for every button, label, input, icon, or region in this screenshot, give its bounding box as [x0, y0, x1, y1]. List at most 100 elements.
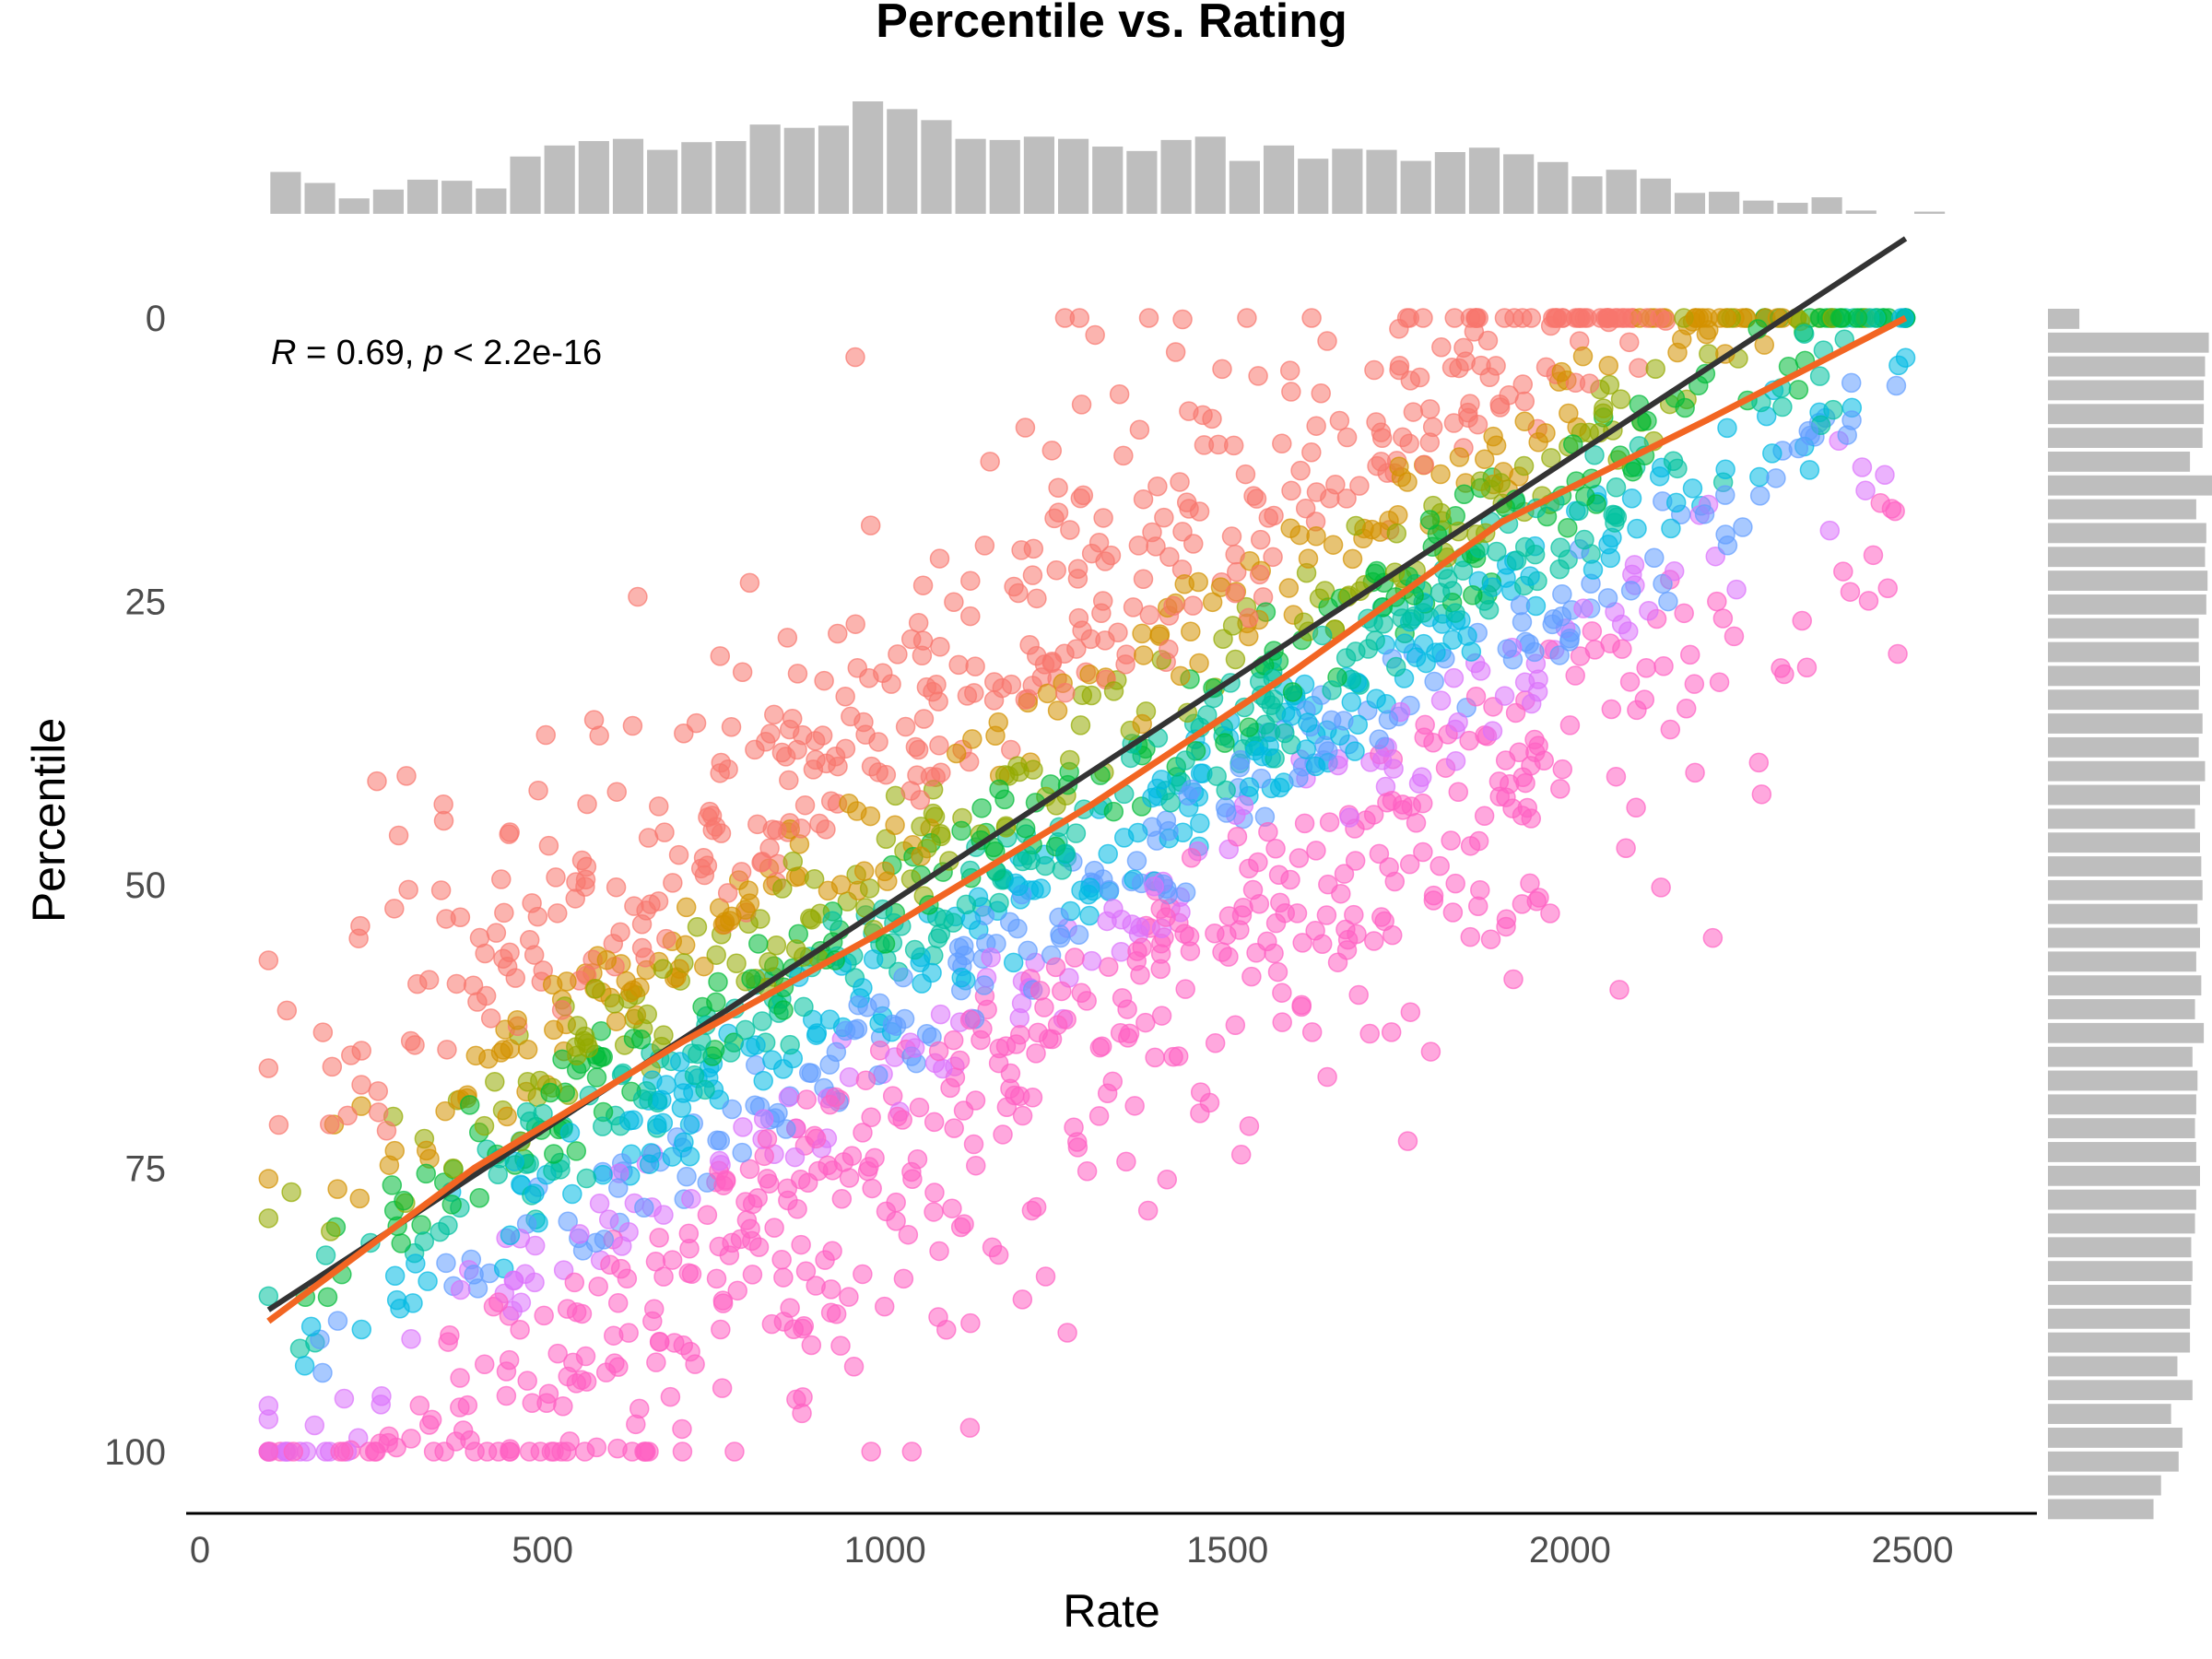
scatter-point — [646, 1352, 666, 1372]
scatter-point — [861, 1107, 881, 1128]
scatter-point — [784, 1147, 806, 1168]
scatter-point — [566, 872, 586, 892]
scatter-point — [855, 724, 876, 745]
scatter-point — [1762, 443, 1783, 464]
scatter-point — [1119, 1023, 1140, 1044]
scatter-point — [1113, 445, 1134, 466]
scatter-point — [1766, 468, 1786, 488]
scatter-point — [801, 1335, 822, 1356]
scatter-point — [709, 1150, 730, 1171]
scatter-point — [1305, 756, 1326, 777]
scatter-point — [965, 656, 985, 677]
scatter-point — [1397, 1131, 1418, 1151]
x-axis-label: Rate — [1063, 1585, 1160, 1637]
scatter-point — [1502, 798, 1523, 818]
scatter-point — [337, 1105, 358, 1126]
scatter-point — [540, 1082, 560, 1103]
p-symbol: p — [423, 334, 443, 372]
marginal-y-bar — [2048, 856, 2202, 877]
scatter-point — [1788, 438, 1809, 459]
scatter-point — [1751, 784, 1772, 805]
scatter-point — [1497, 639, 1518, 659]
scatter-point — [1095, 551, 1115, 571]
scatter-point — [1389, 456, 1409, 477]
marginal-y-bar — [2048, 1022, 2205, 1043]
scatter-point — [1328, 755, 1348, 776]
scatter-point — [679, 1239, 700, 1259]
scatter-point — [418, 970, 440, 990]
scatter-point — [801, 910, 822, 930]
marginal-x-bar — [1468, 147, 1500, 214]
scatter-point — [401, 1329, 421, 1349]
scatter-point — [1371, 452, 1392, 472]
scatter-point — [1619, 672, 1641, 692]
scatter-point — [1674, 603, 1694, 624]
scatter-point — [786, 1389, 806, 1410]
scatter-point — [1549, 645, 1570, 665]
marginal-y-bar — [2048, 1356, 2178, 1377]
x-tick-label: 1500 — [1186, 1530, 1268, 1571]
scatter-point — [440, 1325, 460, 1346]
scatter-point — [988, 712, 1008, 733]
scatter-point — [1280, 869, 1300, 890]
scatter-point — [1512, 308, 1533, 328]
scatter-point — [960, 1312, 981, 1334]
scatter-point — [839, 793, 859, 814]
marginal-x-bar — [1126, 150, 1158, 214]
scatter-point — [453, 1420, 474, 1441]
scatter-point — [1513, 455, 1535, 477]
marginal-y-bar — [2048, 499, 2196, 520]
p-value: < 2.2e-16 — [443, 334, 602, 372]
scatter-point — [503, 1270, 524, 1290]
scatter-point — [819, 1009, 841, 1030]
scatter-point — [773, 1000, 794, 1020]
scatter-point — [787, 1199, 807, 1219]
scatter-point — [1409, 367, 1430, 388]
scatter-point — [1213, 629, 1233, 649]
scatter-point — [433, 810, 454, 831]
scatter-point — [674, 724, 694, 744]
scatter-point — [524, 1183, 545, 1204]
marginal-y-bar — [2048, 1308, 2191, 1329]
scatter-point — [1684, 674, 1705, 694]
scatter-point — [929, 1241, 949, 1262]
scatter-point — [1618, 308, 1639, 328]
scatter-point — [1870, 493, 1891, 513]
scatter-point — [1552, 583, 1572, 605]
x-axis: 0 500 1000 1500 2000 2500 — [186, 1512, 2037, 1571]
marginal-x-bar — [1537, 161, 1569, 214]
scatter-point — [1601, 699, 1622, 720]
scatter-point — [1035, 1266, 1056, 1287]
scatter-point — [695, 1079, 715, 1100]
scatter-point — [1003, 952, 1024, 973]
scatter-point — [1335, 919, 1356, 940]
scatter-point — [1133, 569, 1154, 589]
scatter-point — [1067, 1132, 1088, 1152]
scatter-point — [1057, 1323, 1077, 1343]
correlation-annotation: R = 0.69, p < 2.2e-16 — [271, 334, 602, 372]
scatter-point — [1163, 1046, 1183, 1067]
scatter-point — [1419, 432, 1441, 453]
marginal-x-bar — [270, 171, 301, 214]
scatter-point — [1413, 603, 1433, 623]
scatter-point — [951, 820, 971, 841]
scatter-point — [1190, 763, 1211, 783]
scatter-point — [1059, 749, 1080, 771]
scatter-point — [1478, 599, 1500, 620]
scatter-point — [951, 967, 971, 988]
scatter-point — [416, 1163, 437, 1184]
scatter-point — [1453, 484, 1475, 504]
scatter-point — [1393, 427, 1413, 448]
scatter-point — [1679, 644, 1700, 665]
x-tick-label: 0 — [190, 1530, 210, 1571]
scatter-point — [1430, 464, 1451, 485]
scatter-point — [1123, 597, 1144, 618]
scatter-point — [828, 623, 848, 644]
scatter-point — [394, 1190, 414, 1211]
scatter-point — [1241, 966, 1262, 987]
scatter-point — [1369, 729, 1390, 749]
scatter-point — [1132, 937, 1152, 958]
scatter-point — [669, 1052, 690, 1072]
scatter-point — [663, 873, 683, 893]
scatter-point — [1694, 504, 1715, 524]
